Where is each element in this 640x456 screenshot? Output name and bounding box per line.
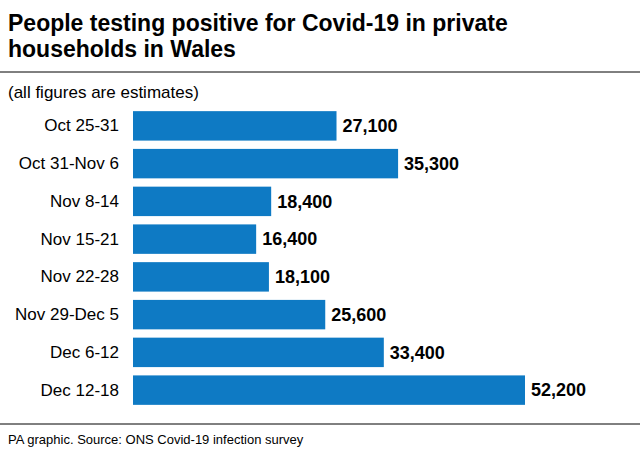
subtitle: (all figures are estimates) bbox=[8, 83, 199, 102]
tick: Oct 25-31 bbox=[44, 116, 119, 135]
tick: Nov 8-14 bbox=[50, 192, 119, 211]
bar bbox=[133, 300, 325, 329]
title-line: People testing positive for Covid-19 in … bbox=[8, 10, 508, 36]
data-label: 16,400 bbox=[262, 229, 317, 249]
tick: Dec 12-18 bbox=[41, 381, 119, 400]
chart: People testing positive for Covid-19 in … bbox=[0, 0, 640, 456]
data-label: 18,400 bbox=[277, 192, 332, 212]
data-label: 27,100 bbox=[343, 116, 398, 136]
data-label: 35,300 bbox=[404, 154, 459, 174]
bar bbox=[133, 224, 256, 253]
bar bbox=[133, 187, 271, 216]
title: People testing positive for Covid-19 in … bbox=[8, 10, 508, 62]
bar bbox=[133, 338, 384, 367]
bar bbox=[133, 375, 525, 404]
data-label: 33,400 bbox=[390, 343, 445, 363]
tick-label: Oct 25-31 bbox=[44, 116, 119, 135]
tick: Nov 29-Dec 5 bbox=[15, 305, 119, 324]
tick-label: Nov 8-14 bbox=[50, 192, 119, 211]
tick-label: Dec 12-18 bbox=[41, 381, 119, 400]
tick-label: Nov 22-28 bbox=[41, 267, 119, 286]
tick: Nov 15-21 bbox=[41, 230, 119, 249]
bar bbox=[133, 111, 337, 140]
rule bbox=[0, 424, 640, 425]
tick: Nov 22-28 bbox=[41, 267, 119, 286]
rule bbox=[0, 72, 640, 73]
data-labels: 27,100 35,300 18,400 16,400 18,10025,60033,4… bbox=[262, 116, 586, 400]
tick-label: Nov 15-21 bbox=[41, 230, 119, 249]
title-line: households in Wales bbox=[8, 36, 236, 62]
data-label: 18,100 bbox=[275, 267, 330, 287]
category-axis: Oct 25-31 Oct 31-Nov 6 Nov 8-14 Nov 15-21 No… bbox=[15, 116, 119, 399]
tick-label: Oct 31-Nov 6 bbox=[19, 154, 119, 173]
tick-label: Dec 6-12 bbox=[50, 343, 119, 362]
tick: Oct 31-Nov 6 bbox=[19, 154, 119, 173]
tick: Dec 6-12 bbox=[50, 343, 119, 362]
bar bbox=[133, 262, 269, 291]
source: PA graphic. Source: ONS Covid-19 infecti… bbox=[8, 432, 304, 447]
bars bbox=[133, 111, 525, 405]
data-label: 52,200 bbox=[531, 380, 586, 400]
tick-label: Nov 29-Dec 5 bbox=[15, 305, 119, 324]
data-label: 25,600 bbox=[331, 305, 386, 325]
bar bbox=[133, 149, 398, 178]
